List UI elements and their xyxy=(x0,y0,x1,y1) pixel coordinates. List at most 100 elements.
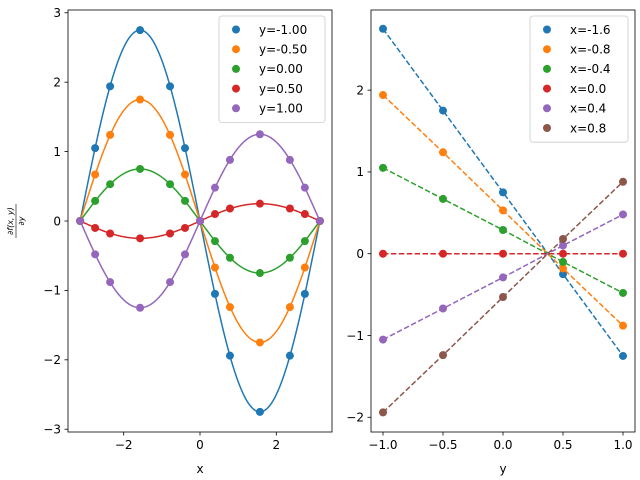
data-point-y=-1.00-11 xyxy=(300,289,309,298)
legend-marker-x=0.4 xyxy=(543,104,551,113)
data-point-x=0.4-2 xyxy=(499,273,507,282)
plot-area xyxy=(379,24,627,417)
data-point-x=-0.4-4 xyxy=(619,288,627,297)
data-point-y=1.00-8 xyxy=(225,155,234,164)
data-point-y=1.00-12 xyxy=(315,217,324,225)
y-tick-label: 1 xyxy=(356,165,364,179)
data-point-x=0.4-3 xyxy=(559,241,567,250)
legend-marker-y=-0.50 xyxy=(232,45,240,54)
legend: y=-1.00 y=-0.50 y=0.00 y=0.50 y=1.00 xyxy=(218,15,326,123)
data-point-x=-0.8-0 xyxy=(379,91,387,100)
data-point-y=1.00-3 xyxy=(136,303,145,312)
data-point-y=0.50-1 xyxy=(91,223,100,232)
x-tick-label: 0 xyxy=(196,438,204,452)
data-point-y=1.00-0 xyxy=(76,217,85,225)
data-point-x=0.8-4 xyxy=(619,177,627,186)
data-point-x=0.0-1 xyxy=(439,249,447,258)
data-point-y=1.00-1 xyxy=(91,250,100,259)
x-tick-label: −1.0 xyxy=(368,438,397,452)
data-point-x=0.8-2 xyxy=(499,293,507,302)
data-point-y=1.00-2 xyxy=(106,278,115,287)
legend-label-y=-0.50: y=-0.50 xyxy=(259,43,307,57)
data-point-y=-0.50-8 xyxy=(225,303,234,312)
y-tick-label: −2 xyxy=(346,411,364,425)
x-tick-label: 1.0 xyxy=(613,438,632,452)
data-point-y=1.00-4 xyxy=(166,278,175,287)
data-point-x=0.0-4 xyxy=(619,249,627,258)
x-axis-label: x xyxy=(196,462,203,476)
x-axis-label: y xyxy=(499,462,506,476)
data-point-y=1.00-5 xyxy=(181,250,190,259)
data-point-x=-0.4-3 xyxy=(559,257,567,266)
data-point-y=-0.50-9 xyxy=(255,338,264,347)
data-point-y=-1.00-7 xyxy=(210,289,219,298)
data-point-y=-0.50-7 xyxy=(210,263,219,272)
data-point-y=0.50-11 xyxy=(300,210,309,219)
data-point-x=-1.6-1 xyxy=(439,106,447,115)
data-point-y=-0.50-10 xyxy=(285,303,294,312)
data-point-x=0.4-0 xyxy=(379,335,387,344)
data-point-y=-1.00-3 xyxy=(136,26,145,35)
legend-marker-x=0.8 xyxy=(543,124,551,132)
data-point-y=-0.50-11 xyxy=(300,263,309,272)
data-point-x=0.4-4 xyxy=(619,210,627,219)
data-point-x=-1.6-0 xyxy=(379,24,387,33)
legend-marker-y=1.00 xyxy=(232,104,240,113)
data-point-y=0.00-10 xyxy=(285,253,294,262)
y-tick-label: 2 xyxy=(53,75,61,89)
data-point-x=-1.6-3 xyxy=(559,270,567,279)
data-point-x=-0.8-3 xyxy=(559,264,567,273)
data-point-y=1.00-9 xyxy=(255,130,264,139)
data-point-x=0.0-0 xyxy=(379,249,387,258)
legend-label-y=-1.00: y=-1.00 xyxy=(259,23,307,37)
y-tick-label: −3 xyxy=(43,423,61,437)
data-point-x=-0.4-0 xyxy=(379,163,387,172)
data-point-y=-0.50-4 xyxy=(166,130,175,139)
data-point-y=0.00-7 xyxy=(210,237,219,246)
data-point-y=0.00-1 xyxy=(91,196,100,205)
data-point-y=0.00-3 xyxy=(136,164,145,173)
legend-label-x=-0.4: x=-0.4 xyxy=(570,62,611,76)
y-tick-label: 2 xyxy=(356,83,364,97)
x-tick-label: 0.5 xyxy=(553,438,572,452)
legend-marker-y=-1.00 xyxy=(232,25,240,34)
data-point-y=0.00-4 xyxy=(166,180,175,189)
data-point-x=0.0-3 xyxy=(559,249,567,258)
y-tick-label: −2 xyxy=(43,353,61,367)
legend-marker-y=0.00 xyxy=(232,64,240,73)
data-point-y=1.00-11 xyxy=(300,183,309,192)
data-point-x=-0.8-1 xyxy=(439,148,447,157)
data-point-y=0.00-8 xyxy=(225,253,234,262)
data-point-y=-1.00-2 xyxy=(106,82,115,91)
x-tick-label: 2 xyxy=(272,438,280,452)
data-point-y=-1.00-5 xyxy=(181,144,190,153)
data-point-y=0.00-11 xyxy=(300,237,309,246)
data-point-y=0.50-5 xyxy=(181,223,190,232)
data-point-x=-0.4-1 xyxy=(439,194,447,203)
data-point-y=0.50-3 xyxy=(136,234,145,243)
data-point-y=1.00-7 xyxy=(210,183,219,192)
data-point-x=0.8-3 xyxy=(559,234,567,243)
data-point-x=-0.8-4 xyxy=(619,321,627,330)
data-point-y=0.00-2 xyxy=(106,180,115,189)
data-point-x=-1.6-2 xyxy=(499,188,507,197)
legend-label-x=-0.8: x=-0.8 xyxy=(570,43,611,57)
data-point-y=-1.00-4 xyxy=(166,82,175,91)
legend-label-x=0.8: x=0.8 xyxy=(570,121,606,135)
data-point-y=-0.50-1 xyxy=(91,170,100,179)
legend-label-y=1.00: y=1.00 xyxy=(259,102,303,116)
data-point-y=0.50-9 xyxy=(255,199,264,208)
data-point-y=1.00-10 xyxy=(285,155,294,164)
data-point-y=-0.50-3 xyxy=(136,95,145,104)
data-point-x=0.4-1 xyxy=(439,304,447,313)
y-axis-label-numerator: ∂f(x, y) xyxy=(6,207,15,235)
x-tick-label: −0.5 xyxy=(428,438,457,452)
legend-label-x=0.0: x=0.0 xyxy=(570,82,606,96)
data-point-y=0.50-8 xyxy=(225,204,234,213)
y-tick-label: 3 xyxy=(53,6,61,20)
plot-area xyxy=(76,26,324,416)
y-tick-label: 0 xyxy=(356,247,364,261)
right-plot-panel: −1.0 −0.5 0.0 0.5 1.0−2−1012yx=-1.6x=-0.8x=-… xyxy=(346,9,636,476)
legend-marker-x=0.0 xyxy=(543,84,551,93)
